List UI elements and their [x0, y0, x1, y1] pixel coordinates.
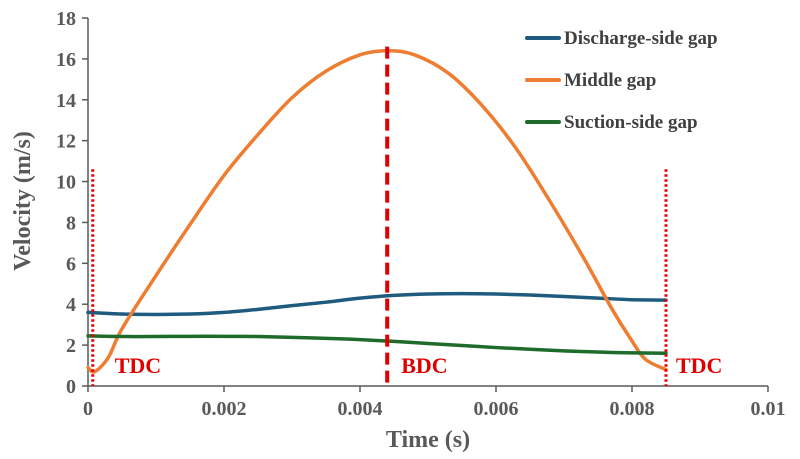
y-tick-label: 8	[66, 212, 76, 234]
legend-label: Discharge-side gap	[564, 28, 718, 49]
x-tick-label: 0.004	[338, 398, 383, 420]
x-tick-label: 0	[83, 398, 93, 420]
series-line-middle-gap	[86, 48, 668, 374]
x-axis-title: Time (s)	[386, 427, 470, 453]
legend-label: Suction-side gap	[564, 112, 698, 133]
axes	[87, 18, 768, 387]
marker-label-tdc: TDC	[115, 353, 161, 378]
y-tick-label: 18	[56, 8, 76, 30]
y-tick-label: 14	[56, 90, 76, 112]
y-tick-label: 12	[56, 131, 76, 153]
marker-label-bdc: BDC	[401, 353, 447, 378]
event-markers: TDC BDC TDC	[91, 46, 722, 386]
x-tick-label: 0.006	[474, 398, 519, 420]
x-tick-label: 0.002	[202, 398, 247, 420]
y-axis-ticks: 0 2 4 6 8 10 12 14 16 18	[56, 8, 88, 398]
legend-label: Middle gap	[564, 70, 656, 91]
y-tick-label: 6	[66, 253, 76, 275]
y-tick-label: 16	[56, 49, 76, 71]
y-tick-label: 2	[66, 335, 76, 357]
series-line-suction-side-gap	[86, 334, 668, 356]
series-lines	[86, 48, 668, 374]
series-line-discharge-side-gap	[86, 291, 668, 317]
y-tick-label: 4	[66, 294, 76, 316]
y-tick-label: 10	[56, 172, 76, 194]
legend: Discharge-side gap Middle gap Suction-side…	[525, 28, 718, 133]
y-axis-title: Velocity (m/s)	[10, 131, 36, 271]
x-axis-ticks: 0 0.002 0.004 0.006 0.008 0.01	[83, 386, 786, 420]
x-tick-label: 0.008	[610, 398, 655, 420]
y-tick-label: 0	[66, 376, 76, 398]
marker-label-tdc: TDC	[676, 353, 722, 378]
x-tick-label: 0.01	[751, 398, 786, 420]
